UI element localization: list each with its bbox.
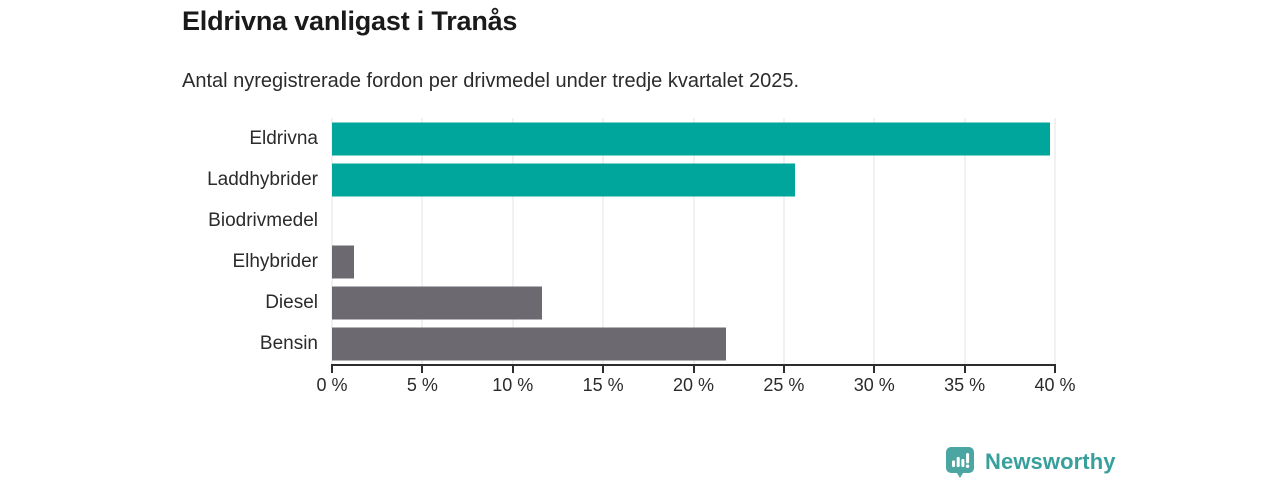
newsworthy-logo-icon: [946, 447, 974, 478]
plot-area: [331, 118, 1056, 373]
axis-tick: [873, 364, 876, 373]
logo-bar-2: [956, 457, 960, 467]
bar-diesel: [332, 286, 542, 319]
logo-exclamation-dot: [965, 464, 970, 468]
gridline: [421, 118, 423, 364]
gridline: [602, 118, 604, 364]
category-label: Diesel: [265, 291, 318, 313]
x-tick-label: 0 %: [316, 375, 348, 395]
bar-row: [332, 282, 1055, 323]
gridline: [1054, 118, 1056, 364]
bar-row: [332, 323, 1055, 364]
category-label: Laddhybrider: [207, 168, 318, 190]
category-label: Biodrivmedel: [208, 209, 318, 231]
bar-row: [332, 241, 1055, 282]
axis-tick: [1054, 364, 1056, 373]
x-tick-label: 5 %: [406, 375, 438, 395]
logo-exclamation-bar: [966, 453, 970, 464]
bar-eldrivna: [332, 122, 1050, 155]
gridline: [693, 118, 694, 364]
category-label: Bensin: [259, 332, 318, 354]
bar-elhybrider: [332, 245, 354, 278]
bar-row: [332, 159, 1055, 200]
newsworthy-brand-name: Newsworthy: [985, 449, 1116, 474]
gridline: [512, 118, 514, 364]
newsworthy-brand: Newsworthy: [944, 445, 1116, 479]
logo-bar-3: [961, 459, 965, 467]
gridline: [873, 118, 875, 364]
x-tick-label: 15 %: [582, 375, 624, 395]
x-tick-label: 30 %: [853, 375, 895, 395]
x-tick-label: 20 %: [672, 375, 715, 395]
gridline: [964, 118, 966, 364]
axis-tick: [602, 364, 605, 373]
x-tick-label: 40 %: [1034, 375, 1076, 395]
bar-row: [332, 200, 1055, 241]
category-axis-labels: Eldrivna Laddhybrider Biodrivmedel Elhybrid…: [120, 118, 318, 364]
category-label: Elhybrider: [232, 250, 318, 272]
x-tick-label: 25 %: [763, 375, 805, 395]
chart-title: Eldrivna vanligast i Tranås: [182, 6, 518, 36]
chart-subtitle: Antal nyregistrerade fordon per drivmede…: [182, 70, 800, 92]
logo-bubble-shape: [946, 447, 974, 478]
gridline: [783, 118, 785, 364]
gridline: [331, 118, 333, 364]
x-tick-label: 10 %: [492, 375, 534, 395]
x-axis-tick-labels: 0 % 5 % 10 % 15 % 20 % 25 % 30 % 35 % 40 %: [316, 375, 1075, 397]
axis-tick: [963, 364, 966, 373]
axis-tick: [692, 364, 695, 373]
bar-laddhybrider: [332, 163, 795, 196]
category-label: Eldrivna: [249, 127, 318, 149]
axis-tick: [331, 364, 333, 373]
axis-tick: [782, 364, 785, 373]
bar-bensin: [332, 327, 727, 360]
bar-row: [332, 118, 1055, 159]
x-tick-label: 35 %: [944, 375, 986, 395]
logo-bar-1: [952, 460, 955, 467]
axis-tick: [511, 364, 514, 373]
axis-tick: [421, 364, 424, 373]
